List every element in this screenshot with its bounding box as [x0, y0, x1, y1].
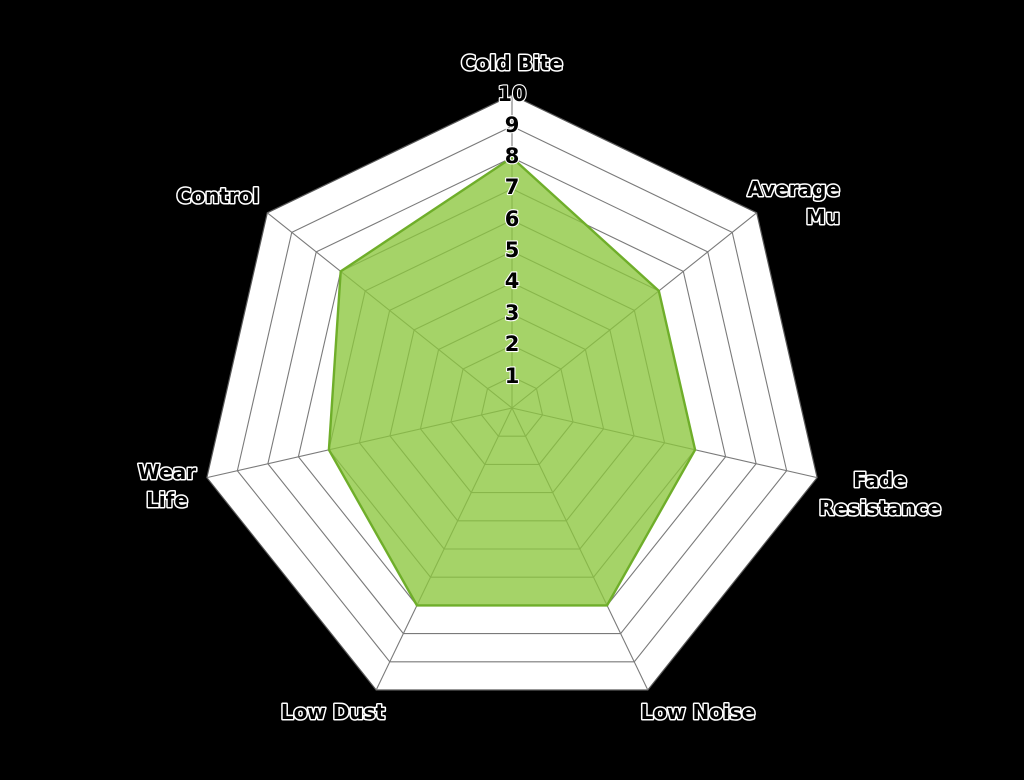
- grid-ring-8: [267, 156, 757, 635]
- axis-label-wear-life: Wear Life: [138, 460, 196, 512]
- axis-label-line: Control: [177, 184, 260, 208]
- axis-label-line: Resistance: [819, 496, 941, 520]
- series-polygon: [327, 156, 697, 607]
- radial-tick-6: 6: [505, 207, 520, 231]
- radial-tick-8: 8: [505, 144, 520, 168]
- grid-ring-9: [236, 125, 788, 663]
- axis-category-labels: Cold Bite Average Mu Fade Resistance Low Nois…: [136, 50, 942, 726]
- axis-label-line: Cold Bite: [461, 51, 563, 75]
- axis-label-line: Average: [747, 177, 840, 201]
- radial-tick-7: 7: [505, 175, 520, 199]
- axis-label-fade-resistance: Fade Resistance: [819, 468, 941, 520]
- axis-label-cold-bite: Cold Bite: [461, 51, 563, 75]
- axis-label-control: Control: [177, 184, 260, 208]
- axis-label-line: Mu: [806, 205, 840, 229]
- radial-tick-9: 9: [505, 113, 520, 137]
- axis-label-line: Wear: [138, 460, 196, 484]
- axis-label-line: Low Dust: [281, 700, 386, 724]
- radial-tick-2: 2: [505, 332, 520, 356]
- axis-label-low-dust: Low Dust: [281, 700, 386, 724]
- axis-label-line: Life: [146, 488, 188, 512]
- axis-label-line: Fade: [853, 468, 907, 492]
- radial-tick-labels: 10 9 8 7 6 5 4 3 2 1: [496, 81, 527, 389]
- radial-tick-10: 10: [497, 82, 526, 106]
- radial-tick-1: 1: [505, 364, 520, 388]
- radial-tick-3: 3: [505, 301, 520, 325]
- radial-tick-4: 4: [505, 269, 520, 293]
- radar-series: [327, 156, 697, 607]
- axis-label-average-mu: Average Mu: [747, 177, 840, 229]
- axis-label-low-noise: Low Noise: [641, 700, 756, 724]
- radial-tick-5: 5: [505, 238, 520, 262]
- axis-label-line: Low Noise: [641, 700, 756, 724]
